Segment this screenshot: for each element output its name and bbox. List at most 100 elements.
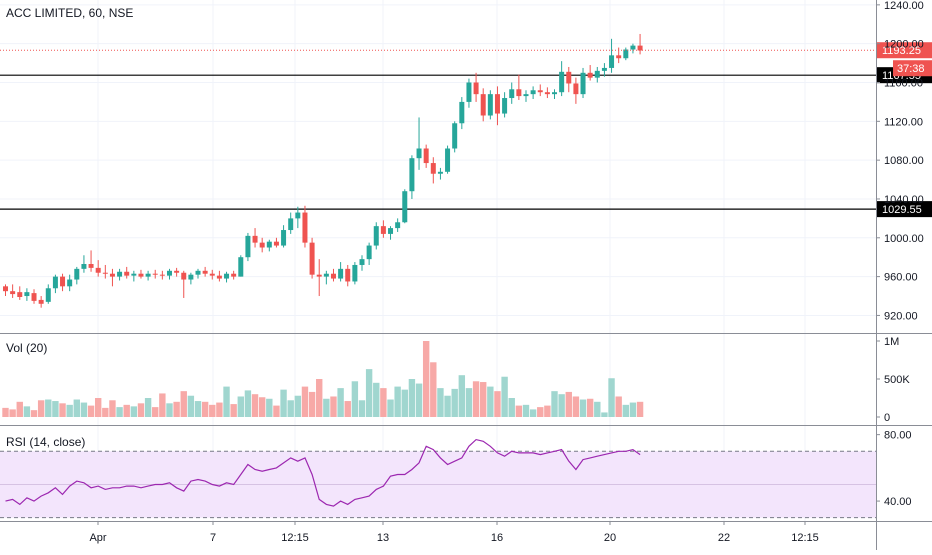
level-price-label: 1029.55 [882,204,922,216]
countdown-label: 37:38 [897,63,925,75]
candle-body [159,274,165,276]
volume-bar [351,381,359,417]
candle-body [166,270,172,276]
candle-body [523,94,529,97]
time-tick-label: 16 [491,532,503,544]
candle-body [366,245,372,260]
price-tick-label: 960.00 [884,272,918,284]
volume-bar [144,398,152,417]
candle-body [516,89,522,97]
candle-body [616,55,622,59]
volume-bar [102,407,109,417]
volume-bar [16,401,23,417]
volume-bar [508,398,515,417]
volume-bar [130,406,138,417]
candle-body [423,148,429,164]
volume-bar [373,382,380,417]
volume-bar [37,400,45,417]
candle-body [245,235,251,258]
volume-bar [308,391,316,417]
volume-bar [358,400,366,417]
candle-body [530,90,536,95]
candle-body [74,268,80,280]
volume-bar [586,398,594,417]
volume-bar [152,407,159,417]
volume-bar [316,379,323,417]
price-tick-label: 1080.00 [884,155,924,167]
price-tick-label: 1120.00 [884,116,923,128]
candle-body [452,123,458,149]
candle-body [509,89,515,99]
candle-body [395,222,401,229]
volume-bar [430,362,437,417]
volume-bar [294,395,302,417]
candle-body [124,271,130,276]
candle-body [373,226,379,246]
rsi-tick-label: 80.00 [884,430,912,442]
candle-body [102,272,108,274]
candle-body [609,55,615,68]
volume-bar [444,395,451,417]
volume-bar [266,398,273,417]
candle-body [402,191,408,223]
candle-body [266,241,272,248]
candle-body [252,235,258,243]
candle-body [466,82,472,102]
time-tick-label: 20 [604,532,616,544]
volume-bar [180,391,187,417]
candle-body [552,92,558,95]
price-tick-label: 1240.00 [884,0,924,12]
candle-body [487,94,493,116]
volume-bar [529,409,537,417]
volume-bar [437,388,444,417]
volume-bar [480,382,487,417]
candle-body [188,274,194,280]
candle-body [502,98,508,114]
volume-bar [216,402,223,417]
candle-body [630,45,636,50]
volume-bar [45,399,52,417]
candle-body [437,171,443,174]
volume-bar [387,399,394,417]
time-tick-label: 12:15 [791,532,819,544]
rsi-title: RSI (14, close) [6,435,86,449]
candle-body [566,71,572,84]
volume-bar [408,379,416,417]
volume-bar [522,404,530,417]
volume-bar [365,369,373,417]
price-tick-label: 920.00 [884,310,918,322]
candle-body [31,293,37,301]
candle-body [24,292,30,297]
volume-bar [244,390,252,417]
volume-bar [173,401,180,417]
candle-body [231,273,237,277]
volume-bar [159,393,166,417]
candle-body [359,259,365,265]
candle-body [537,90,543,93]
candle-body [195,270,201,275]
volume-bar [394,386,401,417]
candle-body [95,267,101,273]
candle-body [117,271,123,277]
volume-bar [629,402,637,417]
candle-body [573,83,579,95]
candle-body [473,82,479,95]
candle-body [138,273,144,277]
volume-bar [601,412,608,417]
volume-tick-label: 500K [884,374,910,386]
rsi-line [5,438,641,507]
candle-body [238,257,244,277]
volume-bar [636,401,644,417]
candle-body [323,273,329,277]
candle-body [216,275,222,279]
volume-bar [237,396,244,417]
volume-bar [622,404,630,417]
volume-bar [166,403,173,417]
candle-body [345,268,351,282]
volume-bar [280,389,287,417]
countdown-tag [893,60,932,77]
volume-bar [579,399,587,417]
volume-bar [287,400,294,417]
volume-bar [94,398,102,417]
